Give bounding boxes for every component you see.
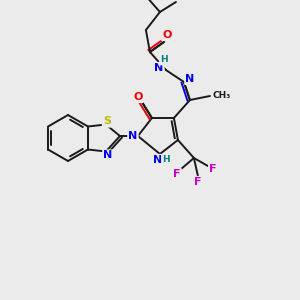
Text: H: H bbox=[162, 155, 170, 164]
Text: F: F bbox=[194, 177, 202, 187]
Text: H: H bbox=[160, 56, 168, 64]
Text: N: N bbox=[185, 74, 194, 84]
Text: CH₃: CH₃ bbox=[213, 91, 231, 100]
Text: O: O bbox=[162, 30, 172, 40]
Text: O: O bbox=[133, 92, 142, 102]
Text: F: F bbox=[173, 169, 181, 179]
Text: N: N bbox=[128, 131, 137, 141]
Text: N: N bbox=[103, 151, 112, 160]
Text: F: F bbox=[209, 164, 217, 174]
Text: S: S bbox=[103, 116, 111, 127]
Text: N: N bbox=[154, 63, 164, 73]
Text: N: N bbox=[153, 155, 163, 165]
